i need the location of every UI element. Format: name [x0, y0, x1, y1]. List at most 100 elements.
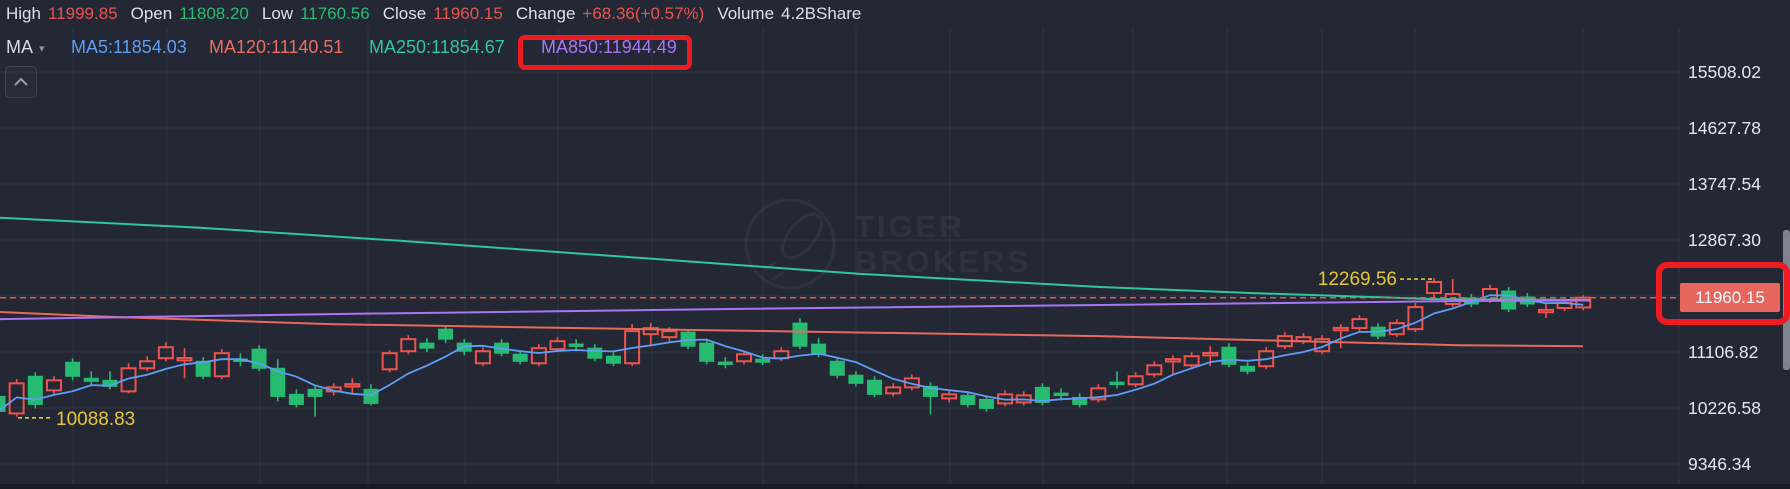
candle: [792, 322, 808, 347]
candle: [1127, 375, 1144, 386]
candle: [157, 346, 174, 360]
candle: [1146, 364, 1163, 376]
candle: [27, 375, 43, 405]
candle: [83, 377, 99, 382]
candle: [1090, 387, 1107, 401]
close-value: 11960.15: [433, 4, 503, 23]
ma5-legend[interactable]: MA5:11854.03: [71, 37, 187, 57]
candle: [438, 328, 454, 340]
candle: [549, 340, 566, 351]
candle: [941, 393, 958, 400]
candle: [363, 388, 379, 404]
candle: [1202, 352, 1219, 357]
low-label: Low: [261, 4, 294, 23]
candle: [512, 353, 528, 362]
candle: [474, 350, 491, 365]
svg-text:10226.58: 10226.58: [1688, 398, 1761, 418]
candle: [605, 355, 621, 364]
candle: [1388, 322, 1405, 336]
svg-text:15508.02: 15508.02: [1688, 62, 1761, 82]
candle: [195, 360, 211, 377]
candle: [45, 379, 62, 392]
candle: [288, 393, 304, 405]
candle: [1332, 326, 1349, 332]
svg-text:9346.34: 9346.34: [1688, 454, 1752, 474]
candle: [65, 361, 81, 377]
candle: [1164, 358, 1181, 363]
ma-dropdown[interactable]: MA: [6, 37, 33, 57]
candle: [642, 327, 659, 336]
grid-layer: [0, 28, 1680, 484]
candle: [1407, 306, 1424, 331]
chevron-up-icon: [14, 77, 28, 86]
close-label: Close: [382, 4, 427, 23]
candle: [848, 374, 864, 384]
open-value: 11808.20: [179, 4, 249, 23]
high-value: 11999.85: [47, 4, 118, 23]
candle: [0, 395, 6, 412]
svg-text:11106.82: 11106.82: [1688, 342, 1758, 362]
y-axis-labels: 15508.02 14627.78 13747.54 12867.30 11106.82…: [1688, 62, 1761, 474]
svg-text:12269.56: 12269.56: [1318, 269, 1397, 290]
annotation-box-price: [1656, 262, 1790, 325]
candle: [1426, 280, 1443, 295]
svg-text:TIGER: TIGER: [855, 209, 965, 244]
svg-text:14627.78: 14627.78: [1688, 118, 1761, 138]
candle: [755, 358, 771, 363]
candle: [400, 338, 417, 353]
volume-label: Volume: [717, 4, 775, 23]
svg-text:BROKERS: BROKERS: [855, 244, 1031, 279]
candle: [1053, 392, 1069, 397]
candle: [120, 367, 137, 393]
candle: [867, 379, 883, 395]
ma250-legend[interactable]: MA250:11854.67: [369, 37, 505, 57]
collapse-panel-button[interactable]: [5, 66, 37, 98]
change-label: Change: [515, 4, 576, 23]
candle: [176, 357, 193, 362]
ma-line-ma120: [0, 311, 1584, 348]
annotation-box-ma850: [518, 35, 692, 70]
ma120-legend[interactable]: MA120:11140.51: [209, 37, 344, 57]
ma-legend-bar: MA ▾ MA5:11854.03 MA120:11140.51 MA250:1…: [6, 37, 677, 58]
candle: [587, 347, 603, 359]
candle: [960, 394, 976, 405]
candle: [1221, 346, 1237, 365]
candle: [213, 352, 230, 378]
ohlc-header: High 11999.85 Open 11808.20 Low 11760.56…: [6, 4, 874, 24]
candle: [1314, 338, 1331, 353]
candle: [736, 353, 752, 363]
volume-value: 4.2BShare: [781, 4, 862, 23]
svg-text:10088.83: 10088.83: [56, 409, 135, 430]
candle: [1351, 318, 1368, 330]
svg-text:13747.54: 13747.54: [1688, 174, 1761, 194]
ma-line-ma5: [0, 294, 1584, 412]
candle: [717, 361, 733, 365]
ma850-legend[interactable]: MA850:11944.49: [541, 37, 677, 57]
candle: [530, 347, 547, 365]
candle: [1034, 386, 1050, 403]
candle: [699, 342, 715, 362]
ma-line-ma850: [0, 299, 1591, 321]
candle: [885, 386, 902, 395]
open-label: Open: [130, 4, 173, 23]
high-annotation: 12269.56: [1318, 269, 1432, 290]
candle: [1109, 381, 1125, 386]
candle: [381, 352, 398, 371]
chevron-down-icon[interactable]: ▾: [39, 43, 45, 55]
change-value: +68.36(+0.57%): [582, 4, 705, 23]
candle: [829, 360, 845, 376]
current-price-label: 11960.15: [1680, 283, 1780, 312]
candle: [568, 343, 584, 347]
candle: [270, 367, 286, 397]
low-value: 11760.56: [300, 4, 370, 23]
panel-divider: [0, 484, 1790, 489]
candle: [1240, 365, 1256, 372]
candle: [923, 385, 938, 397]
candle: [139, 360, 156, 370]
candle: [903, 377, 920, 389]
candle: [1537, 308, 1554, 314]
high-label: High: [6, 4, 41, 23]
